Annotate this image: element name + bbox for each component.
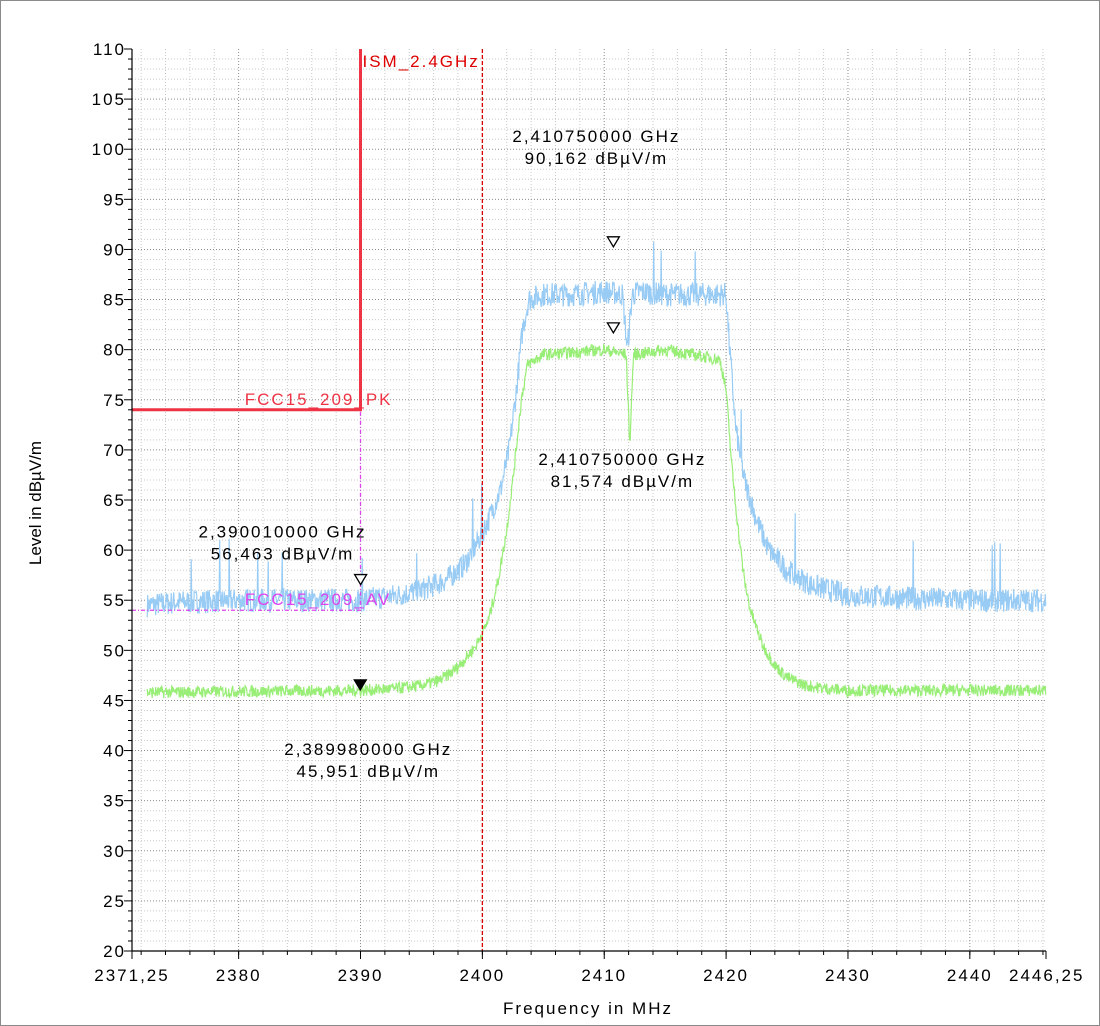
y-tick-label: 65 [103, 491, 126, 510]
marker-level-label: 90,162 dBµV/m [525, 149, 669, 168]
marker-frequency-label: 2,410750000 GHz [538, 450, 706, 469]
y-tick-label: 45 [103, 691, 126, 710]
y-tick-label: 75 [103, 391, 126, 410]
marker-level-label: 45,951 dBµV/m [296, 762, 440, 781]
marker-triangle [353, 573, 368, 586]
marker-triangle [606, 236, 621, 249]
marker-level-label: 56,463 dBµV/m [211, 545, 355, 564]
x-axis-title: Frequency in MHz [503, 999, 673, 1018]
axes [124, 48, 1047, 959]
pk-limit-line [132, 49, 362, 412]
band-edge-label: ISM_2.4GHz [363, 52, 480, 71]
y-tick-label: 90 [103, 240, 126, 259]
marker-level-label: 81,574 dBµV/m [551, 472, 695, 491]
pk-limit-label: FCC15_209_PK [245, 390, 393, 409]
y-tick-label: 60 [103, 541, 126, 560]
x-tick-label: 2400 [459, 966, 505, 985]
limit-lines: FCC15_209_PK FCC15_209_AV ISM_2.4GHz [132, 49, 484, 951]
x-tick-label: 2410 [581, 966, 627, 985]
av-limit-label: FCC15_209_AV [245, 590, 392, 609]
y-tick-label: 50 [103, 641, 126, 660]
y-tick-label: 80 [103, 341, 126, 360]
peak-trace [146, 241, 1047, 618]
x-tick-label: 2420 [703, 966, 749, 985]
marker-triangle [353, 679, 368, 692]
y-tick-label: 105 [92, 90, 126, 109]
marker-triangle [606, 322, 621, 335]
x-tick-label: 2390 [338, 966, 384, 985]
y-tick-label: 100 [92, 140, 126, 159]
tick-labels: 20 25 30 35 40 45 50 55 60 65 70 75 80 85 90 95 100 105 11… [92, 40, 1084, 985]
y-axis-title: Level in dBµV/m [26, 441, 45, 565]
x-tick-label: 2446,25 [1009, 966, 1084, 985]
x-tick-label: 2371,25 [94, 966, 169, 985]
marker-frequency-label: 2,410750000 GHz [512, 127, 680, 146]
y-tick-label: 85 [103, 291, 126, 310]
y-tick-label: 25 [103, 892, 126, 911]
markers: 2,390010000 GHz 56,463 dBµV/m 2,389980000 … [199, 127, 706, 781]
x-tick-label: 2440 [947, 966, 993, 985]
y-tick-label: 20 [103, 942, 126, 961]
y-tick-label: 95 [103, 190, 126, 209]
av-limit-line [132, 409, 362, 611]
y-tick-label: 55 [103, 591, 126, 610]
average-trace [146, 343, 1047, 699]
major-grid [132, 49, 1046, 951]
y-tick-label: 40 [103, 742, 126, 761]
marker-frequency-label: 2,389980000 GHz [284, 740, 452, 759]
x-tick-label: 2380 [216, 966, 262, 985]
y-tick-label: 110 [93, 40, 126, 59]
y-tick-label: 30 [103, 842, 126, 861]
x-tick-label: 2430 [825, 966, 871, 985]
y-tick-label: 70 [103, 441, 126, 460]
traces [146, 241, 1047, 699]
y-tick-label: 35 [103, 792, 126, 811]
marker-frequency-label: 2,390010000 GHz [199, 523, 367, 542]
